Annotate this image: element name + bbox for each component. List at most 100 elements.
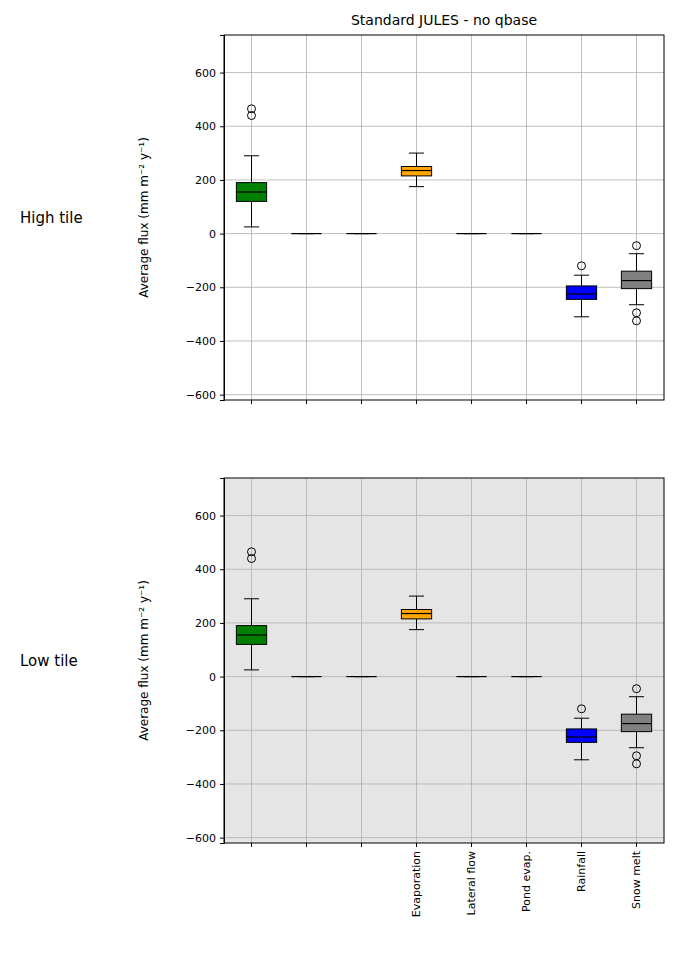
tick-mark [220, 677, 224, 678]
whisker [636, 289, 637, 305]
grid-line [361, 35, 362, 400]
whisker [581, 718, 582, 729]
whisker [636, 732, 637, 748]
tick-mark [220, 784, 224, 785]
box-body [346, 233, 376, 234]
grid-line [526, 478, 527, 843]
tick-label: 600 [195, 67, 216, 80]
plot-background [224, 35, 664, 400]
box [621, 685, 651, 768]
box-body [511, 233, 541, 234]
grid-line [251, 35, 252, 400]
median [346, 676, 376, 677]
grid-line [306, 478, 307, 843]
median [401, 613, 431, 614]
tick: Rainfall [575, 843, 588, 892]
axis-title: Average flux (mm m⁻² y⁻¹) [137, 580, 151, 741]
whisker [251, 599, 252, 626]
tick-mark [306, 400, 307, 404]
grid-line [224, 179, 664, 180]
box [346, 233, 376, 234]
tick-mark [220, 623, 224, 624]
whisker-cap [409, 596, 424, 597]
tick [251, 843, 252, 847]
grid-line [416, 35, 417, 400]
row-label: High tile [20, 209, 83, 227]
whisker-cap [629, 253, 644, 254]
box-body [291, 676, 321, 677]
tick-mark [220, 287, 224, 288]
tick-mark [251, 843, 252, 847]
tick-label: Lateral flow [465, 851, 478, 915]
whisker-cap [629, 696, 644, 697]
median [511, 676, 541, 677]
median [346, 233, 376, 234]
tick-label: 200 [195, 174, 216, 187]
tick [306, 400, 307, 404]
tick-mark [471, 400, 472, 404]
grid-line [471, 478, 472, 843]
outlier [248, 105, 256, 113]
boxes [236, 548, 651, 768]
median [456, 233, 486, 234]
grid [224, 478, 664, 843]
tick-mark [416, 843, 417, 847]
tick: −400 [186, 778, 224, 791]
box [291, 233, 321, 234]
grid-line [224, 72, 664, 73]
tick-mark [220, 730, 224, 731]
grid-line [526, 35, 527, 400]
whisker [416, 176, 417, 187]
grid-line [224, 233, 664, 234]
tick-mark [220, 341, 224, 342]
tick: −400 [186, 335, 224, 348]
grid-line [581, 35, 582, 400]
plot-frame [224, 35, 664, 400]
tick-mark [526, 843, 527, 847]
box-body [401, 610, 431, 619]
chart: −600−400−2000200400600Standard JULES - n… [0, 0, 674, 971]
panel: −600−400−2000200400600EvaporationLateral… [20, 478, 664, 917]
tick: Lateral flow [465, 843, 478, 915]
box [511, 233, 541, 234]
box-body [291, 233, 321, 234]
whisker [416, 596, 417, 609]
tick: 200 [195, 174, 224, 187]
axis-line [220, 479, 225, 844]
tick-mark [581, 843, 582, 847]
whisker-cap [574, 718, 589, 719]
tick-label: 400 [195, 563, 216, 576]
grid [224, 35, 664, 400]
tick: Pond evap. [520, 843, 533, 912]
outlier [578, 705, 586, 713]
median [566, 293, 596, 294]
grid-line [224, 837, 664, 838]
tick: −200 [186, 724, 224, 737]
whisker [636, 697, 637, 714]
box-body [401, 167, 431, 176]
tick: 600 [195, 67, 224, 80]
tick-mark [220, 838, 224, 839]
whisker-cap [574, 759, 589, 760]
whisker-cap [409, 629, 424, 630]
tick [416, 400, 417, 404]
whisker [251, 156, 252, 183]
tick-label: 400 [195, 120, 216, 133]
tick-label: −200 [186, 724, 216, 737]
whisker [636, 254, 637, 271]
grid-line [224, 622, 664, 623]
grid-line [224, 730, 664, 731]
whisker-cap [244, 155, 259, 156]
outlier [633, 752, 641, 760]
whisker-cap [409, 153, 424, 154]
whisker-cap [574, 275, 589, 276]
box-body [621, 714, 651, 731]
tick: 600 [195, 510, 224, 523]
median [236, 191, 266, 192]
tick-label: Snow melt [630, 850, 643, 909]
tick: Snow melt [630, 843, 643, 909]
outlier [633, 317, 641, 325]
whisker-cap [629, 304, 644, 305]
tick-mark [361, 843, 362, 847]
grid-line [224, 340, 664, 341]
